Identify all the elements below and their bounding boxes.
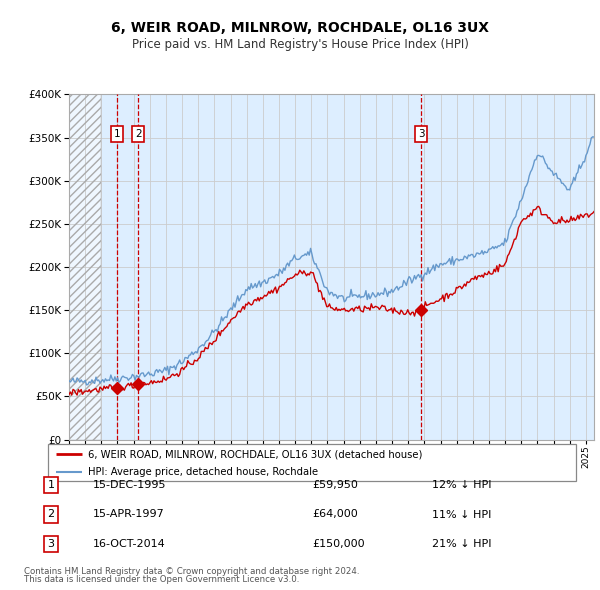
Text: Contains HM Land Registry data © Crown copyright and database right 2024.: Contains HM Land Registry data © Crown c… [24, 567, 359, 576]
Text: £59,950: £59,950 [312, 480, 358, 490]
Text: 12% ↓ HPI: 12% ↓ HPI [432, 480, 491, 490]
Text: Price paid vs. HM Land Registry's House Price Index (HPI): Price paid vs. HM Land Registry's House … [131, 38, 469, 51]
Text: 1: 1 [47, 480, 55, 490]
Text: £150,000: £150,000 [312, 539, 365, 549]
Text: £64,000: £64,000 [312, 510, 358, 519]
Text: 3: 3 [47, 539, 55, 549]
Text: HPI: Average price, detached house, Rochdale: HPI: Average price, detached house, Roch… [88, 467, 318, 477]
Text: 21% ↓ HPI: 21% ↓ HPI [432, 539, 491, 549]
Text: 11% ↓ HPI: 11% ↓ HPI [432, 510, 491, 519]
Text: 15-DEC-1995: 15-DEC-1995 [93, 480, 167, 490]
Text: 1: 1 [113, 129, 120, 139]
Text: 2: 2 [47, 510, 55, 519]
Text: 6, WEIR ROAD, MILNROW, ROCHDALE, OL16 3UX (detached house): 6, WEIR ROAD, MILNROW, ROCHDALE, OL16 3U… [88, 449, 422, 459]
Text: 2: 2 [135, 129, 142, 139]
Text: 16-OCT-2014: 16-OCT-2014 [93, 539, 166, 549]
Text: 15-APR-1997: 15-APR-1997 [93, 510, 165, 519]
Text: 6, WEIR ROAD, MILNROW, ROCHDALE, OL16 3UX: 6, WEIR ROAD, MILNROW, ROCHDALE, OL16 3U… [111, 21, 489, 35]
Text: This data is licensed under the Open Government Licence v3.0.: This data is licensed under the Open Gov… [24, 575, 299, 584]
Text: 3: 3 [418, 129, 424, 139]
